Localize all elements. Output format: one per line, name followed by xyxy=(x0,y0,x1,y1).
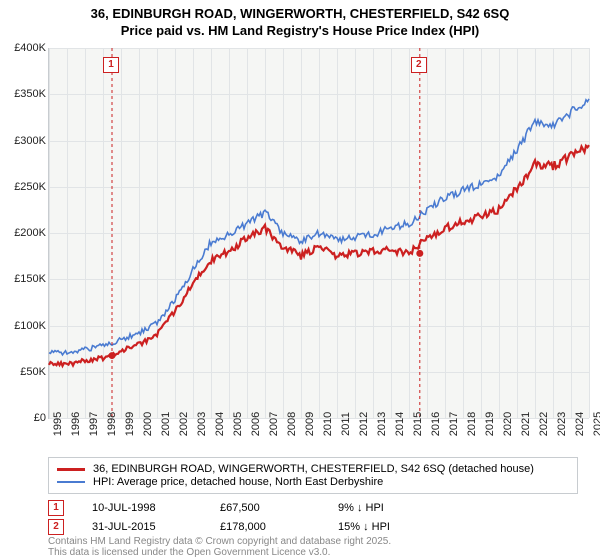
legend-box: 36, EDINBURGH ROAD, WINGERWORTH, CHESTER… xyxy=(48,457,578,494)
chart-svg xyxy=(49,48,589,418)
x-axis-label: 2009 xyxy=(304,412,316,436)
legend-swatch-hpi xyxy=(57,481,85,483)
gridline-v xyxy=(589,48,590,418)
x-axis-label: 2017 xyxy=(448,412,460,436)
x-axis-label: 2001 xyxy=(160,412,172,436)
x-axis-label: 2018 xyxy=(466,412,478,436)
legend-swatch-property xyxy=(57,468,85,471)
x-axis-label: 2021 xyxy=(520,412,532,436)
x-axis-label: 2005 xyxy=(232,412,244,436)
info-price-2: £178,000 xyxy=(220,521,310,533)
legend-row-property: 36, EDINBURGH ROAD, WINGERWORTH, CHESTER… xyxy=(57,463,569,475)
x-axis-label: 2023 xyxy=(556,412,568,436)
x-axis-label: 2003 xyxy=(196,412,208,436)
info-date-2: 31-JUL-2015 xyxy=(92,521,192,533)
y-axis-label: £250K xyxy=(2,181,46,193)
title-line-2: Price paid vs. HM Land Registry's House … xyxy=(0,23,600,40)
x-axis-label: 2015 xyxy=(412,412,424,436)
x-axis-label: 1998 xyxy=(106,412,118,436)
x-axis-label: 2004 xyxy=(214,412,226,436)
chart-plot-area xyxy=(48,48,589,419)
footer-line-1: Contains HM Land Registry data © Crown c… xyxy=(48,536,391,547)
legend-row-hpi: HPI: Average price, detached house, Nort… xyxy=(57,476,569,488)
info-marker-2: 2 xyxy=(48,519,64,535)
info-date-1: 10-JUL-1998 xyxy=(92,502,192,514)
legend-label-property: 36, EDINBURGH ROAD, WINGERWORTH, CHESTER… xyxy=(93,463,534,475)
x-axis-label: 2012 xyxy=(358,412,370,436)
info-diff-1: 9% ↓ HPI xyxy=(338,502,428,514)
title-line-1: 36, EDINBURGH ROAD, WINGERWORTH, CHESTER… xyxy=(0,6,600,23)
info-row-2: 2 31-JUL-2015 £178,000 15% ↓ HPI xyxy=(48,519,578,535)
y-axis-label: £100K xyxy=(2,320,46,332)
x-axis-label: 2024 xyxy=(574,412,586,436)
x-axis-label: 2020 xyxy=(502,412,514,436)
title-block: 36, EDINBURGH ROAD, WINGERWORTH, CHESTER… xyxy=(0,0,600,40)
y-axis-label: £200K xyxy=(2,227,46,239)
y-axis-label: £300K xyxy=(2,135,46,147)
x-axis-label: 2006 xyxy=(250,412,262,436)
x-axis-label: 2008 xyxy=(286,412,298,436)
series-hpi xyxy=(49,99,589,355)
x-axis-label: 1996 xyxy=(70,412,82,436)
info-row-1: 1 10-JUL-1998 £67,500 9% ↓ HPI xyxy=(48,500,578,516)
y-axis-label: £50K xyxy=(2,366,46,378)
info-rows: 1 10-JUL-1998 £67,500 9% ↓ HPI 2 31-JUL-… xyxy=(48,497,578,538)
x-axis-label: 2011 xyxy=(340,412,352,436)
y-axis-label: £400K xyxy=(2,42,46,54)
marker-dot-2 xyxy=(416,250,423,257)
x-axis-label: 2010 xyxy=(322,412,334,436)
x-axis-label: 1999 xyxy=(124,412,136,436)
x-axis-label: 2016 xyxy=(430,412,442,436)
x-axis-label: 1997 xyxy=(88,412,100,436)
y-axis-label: £0 xyxy=(2,412,46,424)
x-axis-label: 2000 xyxy=(142,412,154,436)
marker-dot-1 xyxy=(109,352,116,359)
marker-box-2: 2 xyxy=(411,57,427,73)
x-axis-label: 2014 xyxy=(394,412,406,436)
legend-label-hpi: HPI: Average price, detached house, Nort… xyxy=(93,476,383,488)
x-axis-label: 2022 xyxy=(538,412,550,436)
x-axis-label: 2013 xyxy=(376,412,388,436)
x-axis-label: 2019 xyxy=(484,412,496,436)
y-axis-label: £350K xyxy=(2,88,46,100)
x-axis-label: 2007 xyxy=(268,412,280,436)
y-axis-label: £150K xyxy=(2,273,46,285)
info-diff-2: 15% ↓ HPI xyxy=(338,521,428,533)
marker-box-1: 1 xyxy=(103,57,119,73)
x-axis-label: 2002 xyxy=(178,412,190,436)
chart-container: 36, EDINBURGH ROAD, WINGERWORTH, CHESTER… xyxy=(0,0,600,560)
info-price-1: £67,500 xyxy=(220,502,310,514)
info-marker-1: 1 xyxy=(48,500,64,516)
x-axis-label: 2025 xyxy=(592,412,600,436)
footer-line-2: This data is licensed under the Open Gov… xyxy=(48,547,391,558)
x-axis-label: 1995 xyxy=(52,412,64,436)
footer-attribution: Contains HM Land Registry data © Crown c… xyxy=(48,536,391,558)
